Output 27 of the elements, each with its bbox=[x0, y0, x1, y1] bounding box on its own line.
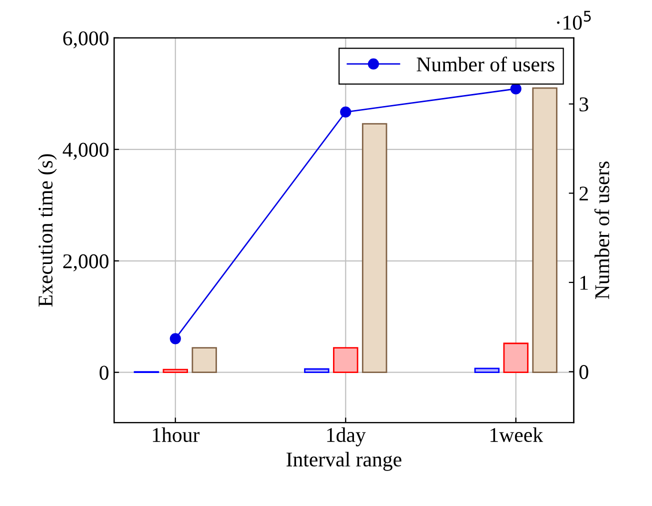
legend-label: Number of users bbox=[416, 56, 554, 72]
bar bbox=[333, 347, 358, 374]
y-tick-label: 2,000 bbox=[63, 254, 108, 272]
point bbox=[510, 83, 522, 94]
bar bbox=[162, 368, 188, 374]
bar bbox=[474, 368, 500, 374]
y2-axis-title: Number of users bbox=[594, 162, 610, 300]
y2-tick-label: 3 bbox=[580, 97, 588, 112]
bar bbox=[304, 368, 330, 374]
bar bbox=[362, 123, 388, 374]
y2-tick-label: 0 bbox=[579, 365, 588, 380]
x-tick-label: 1hour bbox=[152, 427, 200, 442]
y2-tick-label: 2 bbox=[580, 186, 588, 200]
bar bbox=[192, 347, 217, 374]
y-tick-label: 6,000 bbox=[63, 31, 108, 48]
x-tick-label: 1day bbox=[327, 427, 366, 446]
y-tick-label: 4,000 bbox=[62, 142, 108, 160]
point bbox=[170, 333, 181, 344]
bar bbox=[503, 342, 528, 374]
y-axis-title: Execution time (s) bbox=[38, 154, 57, 307]
text: ·10$^{5}$ bbox=[557, 10, 591, 30]
point bbox=[340, 106, 352, 118]
x-tick-label: 1week bbox=[490, 427, 544, 442]
x-axis-title: Interval range bbox=[286, 452, 402, 471]
bar bbox=[532, 87, 558, 374]
y2-tick-label: 1 bbox=[580, 276, 588, 290]
y-tick-label: 0 bbox=[100, 366, 108, 380]
